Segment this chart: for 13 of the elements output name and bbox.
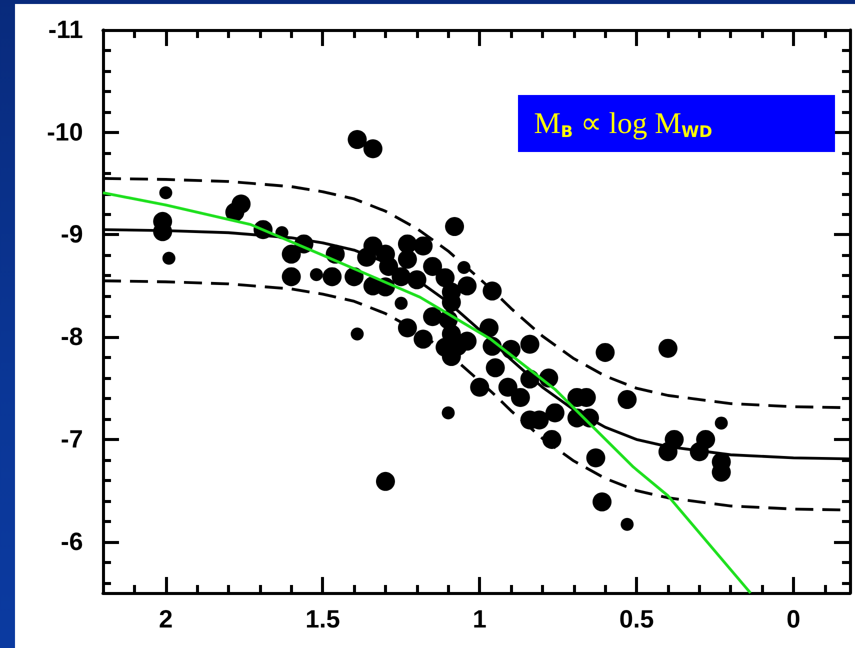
y-tick-label: -10 [46,118,83,146]
x-tick-label: 2 [158,606,173,634]
y-tick-label: -6 [60,528,83,556]
y-tick-label: -8 [60,323,84,352]
y-tick-label: -11 [48,16,84,44]
y-tick-label: -9 [60,220,83,249]
line-series [102,191,752,594]
x-tick-label: 0.5 [619,606,654,634]
x-tick-label: 1 [472,606,487,634]
x-tick-label: 0 [786,606,800,634]
y-tick-label: -7 [60,425,83,454]
x-tick-label: 1.5 [305,606,340,634]
annotation: M$_{B}$ ∝ log M$_{WD}$ [534,106,712,143]
